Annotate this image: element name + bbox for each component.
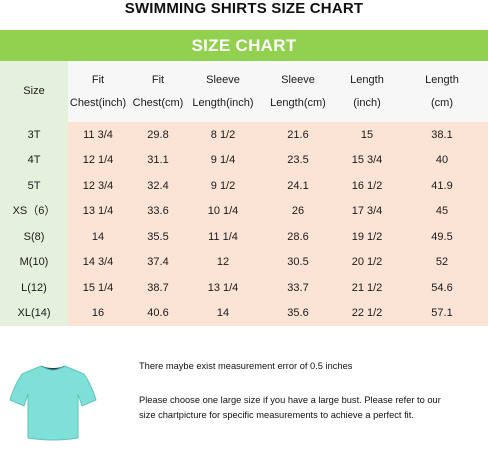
cell-length-inch: 16 1/2	[338, 173, 396, 199]
cell-length-inch: 20 1/2	[338, 249, 396, 275]
cell-fit-chest-cm: 37.4	[128, 249, 188, 275]
cell-size: S(8)	[0, 224, 68, 250]
header-fit-chest-cm: Fit Chest(cm)	[128, 61, 188, 122]
cell-fit-chest-inch: 14 3/4	[68, 249, 128, 275]
cell-sleeve-cm: 24.1	[258, 173, 338, 199]
cell-length-inch: 15	[338, 122, 396, 148]
cell-length-cm: 38.1	[396, 122, 488, 148]
size-advice-line-1: Please choose one large size if you have…	[139, 395, 441, 405]
cell-size: L(12)	[0, 275, 68, 301]
cell-sleeve-inch: 12	[188, 249, 258, 275]
cell-fit-chest-inch: 14	[68, 224, 128, 250]
cell-fit-chest-cm: 38.7	[128, 275, 188, 301]
cell-sleeve-inch: 13 1/4	[188, 275, 258, 301]
cell-size: 3T	[0, 122, 68, 148]
cell-sleeve-cm: 30.5	[258, 249, 338, 275]
header-sleeve-inch: Sleeve Length(inch)	[188, 61, 258, 122]
cell-length-inch: 15 3/4	[338, 147, 396, 173]
cell-sleeve-cm: 33.7	[258, 275, 338, 301]
cell-fit-chest-inch: 16	[68, 300, 128, 326]
cell-fit-chest-cm: 32.4	[128, 173, 188, 199]
cell-length-cm: 41.9	[396, 173, 488, 199]
cell-length-inch: 22 1/2	[338, 300, 396, 326]
cell-length-cm: 54.6	[396, 275, 488, 301]
swim-shirt-icon	[9, 365, 97, 441]
cell-fit-chest-inch: 12 1/4	[68, 147, 128, 173]
cell-length-inch: 21 1/2	[338, 275, 396, 301]
cell-length-cm: 57.1	[396, 300, 488, 326]
cell-sleeve-inch: 14	[188, 300, 258, 326]
header-length-cm: Length (cm)	[396, 61, 488, 122]
cell-fit-chest-cm: 33.6	[128, 198, 188, 224]
cell-length-inch: 17 3/4	[338, 198, 396, 224]
cell-sleeve-inch: 9 1/2	[188, 173, 258, 199]
cell-sleeve-inch: 10 1/4	[188, 198, 258, 224]
cell-length-cm: 40	[396, 147, 488, 173]
cell-size: M(10)	[0, 249, 68, 275]
cell-sleeve-inch: 11 1/4	[188, 224, 258, 250]
cell-sleeve-cm: 28.6	[258, 224, 338, 250]
cell-fit-chest-inch: 11 3/4	[68, 122, 128, 148]
cell-size: 4T	[0, 147, 68, 173]
page-title: SWIMMING SHIRTS SIZE CHART	[124, 0, 364, 17]
header-size: Size	[0, 61, 68, 122]
cell-sleeve-cm: 23.5	[258, 147, 338, 173]
header-fit-chest-inch: Fit Chest(inch)	[68, 61, 128, 122]
cell-sleeve-inch: 9 1/4	[188, 147, 258, 173]
cell-size: XS（6）	[0, 198, 68, 224]
size-advice-line-2: size chartpicture for specific measureme…	[139, 410, 414, 420]
cell-size: 5T	[0, 173, 68, 199]
cell-sleeve-cm: 21.6	[258, 122, 338, 148]
cell-size: XL(14)	[0, 300, 68, 326]
size-advice-note: Please choose one large size if you have…	[139, 393, 441, 423]
cell-sleeve-cm: 26	[258, 198, 338, 224]
cell-fit-chest-cm: 29.8	[128, 122, 188, 148]
cell-fit-chest-cm: 31.1	[128, 147, 188, 173]
cell-sleeve-cm: 35.6	[258, 300, 338, 326]
size-chart-banner: SIZE CHART	[0, 30, 488, 61]
cell-length-inch: 19 1/2	[338, 224, 396, 250]
cell-fit-chest-cm: 35.5	[128, 224, 188, 250]
cell-fit-chest-inch: 12 3/4	[68, 173, 128, 199]
cell-length-cm: 45	[396, 198, 488, 224]
cell-fit-chest-cm: 40.6	[128, 300, 188, 326]
cell-fit-chest-inch: 13 1/4	[68, 198, 128, 224]
cell-sleeve-inch: 8 1/2	[188, 122, 258, 148]
size-table: Size Fit Chest(inch) Fit Chest(cm) Sleeve L…	[0, 61, 488, 326]
header-length-inch: Length (inch)	[338, 61, 396, 122]
cell-length-cm: 52	[396, 249, 488, 275]
header-sleeve-cm: Sleeve Length(cm)	[258, 61, 338, 122]
cell-length-cm: 49.5	[396, 224, 488, 250]
measurement-error-note: There maybe exist measurement error of 0…	[139, 361, 353, 371]
cell-fit-chest-inch: 15 1/4	[68, 275, 128, 301]
